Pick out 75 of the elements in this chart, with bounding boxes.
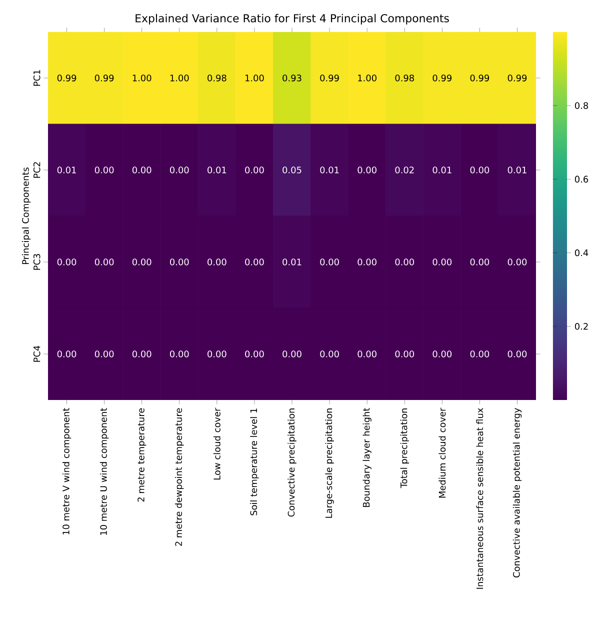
data-label: 0.93 [282, 74, 302, 82]
data-label: 1.00 [170, 74, 189, 82]
data-label: 0.99 [94, 74, 114, 82]
data-label: 0.00 [57, 350, 76, 358]
x-tick-label: 10 metre V wind component [62, 408, 72, 534]
data-label: 0.99 [432, 74, 452, 82]
data-label: 0.00 [132, 258, 152, 266]
data-label: 0.00 [94, 258, 114, 266]
y-tick-label: PC1 [33, 70, 40, 86]
x-tick-label: Soil temperature level 1 [250, 408, 259, 516]
data-label: 0.01 [432, 166, 452, 174]
data-label: 0.00 [508, 350, 527, 358]
data-label: 0.99 [470, 74, 490, 82]
data-label: 0.00 [94, 350, 114, 358]
data-label: 0.00 [320, 258, 339, 266]
chart-title: Explained Variance Ratio for First 4 Principal Components [136, 14, 449, 24]
x-tick-label: Low cloud cover [213, 408, 220, 480]
data-label: 0.99 [508, 74, 527, 82]
data-label: 0.00 [245, 258, 264, 266]
data-label: 0.00 [432, 258, 452, 266]
color-bar-label: 0.6 [574, 176, 588, 183]
data-label: 0.02 [395, 166, 414, 174]
y-tick-label: PC4 [33, 346, 40, 362]
x-tick-label: Boundary layer height [362, 408, 372, 507]
data-label: 0.00 [432, 350, 452, 358]
data-label: 0.98 [395, 74, 414, 82]
data-label: 0.00 [57, 258, 76, 266]
data-label: 0.00 [132, 350, 152, 358]
data-label: 0.00 [94, 166, 114, 174]
data-label: 0.01 [508, 166, 526, 174]
x-tick-label: Convective available potential energy [512, 408, 522, 578]
data-label: 0.05 [282, 166, 302, 174]
data-label: 0.00 [208, 258, 226, 266]
data-label: 1.00 [245, 74, 264, 82]
data-label: 0.00 [395, 350, 414, 358]
data-label: 0.00 [358, 166, 376, 174]
y-tick-label: PC2 [33, 162, 40, 178]
x-tick-label: Instantaneous surface sensible heat flux [476, 408, 484, 589]
data-label: 0.00 [470, 166, 490, 174]
data-label: 0.01 [208, 166, 226, 174]
data-label: 0.01 [57, 166, 76, 174]
data-label: 0.99 [57, 74, 76, 82]
x-tick-label: Large-scale precipitation [325, 408, 334, 518]
x-tick-label: 2 metre temperature [138, 408, 146, 502]
x-tick-label: Convective precipitation [288, 408, 296, 517]
data-label: 0.00 [245, 350, 264, 358]
x-tick-label: Total precipitation [400, 408, 409, 488]
data-label: 0.00 [282, 350, 302, 358]
color-bar-label: 0.8 [574, 102, 588, 109]
data-label: 0.01 [282, 258, 302, 266]
x-tick-label: 2 metre dewpoint temperature [175, 408, 184, 546]
data-label: 0.00 [508, 258, 527, 266]
data-label: 0.00 [470, 258, 490, 266]
data-label: 0.00 [320, 350, 339, 358]
x-tick-label: 10 metre U wind component [100, 408, 109, 535]
color-bar-label: 0.4 [574, 249, 588, 256]
data-label: 1.00 [358, 74, 376, 82]
data-label: 0.98 [208, 74, 226, 82]
data-label: 0.00 [170, 350, 189, 358]
y-tick-label: PC3 [33, 254, 40, 270]
data-label: 0.00 [170, 258, 189, 266]
data-label: 0.00 [170, 166, 189, 174]
data-label: 0.00 [208, 350, 226, 358]
data-label: 1.00 [132, 74, 152, 82]
data-label: 0.00 [395, 258, 414, 266]
data-label: 0.00 [245, 166, 264, 174]
color-bar-label: 0.2 [574, 323, 588, 330]
data-label: 0.01 [320, 166, 339, 174]
x-tick-label: Medium cloud cover [438, 408, 446, 498]
data-label: 0.00 [132, 166, 152, 174]
data-label: 0.00 [470, 350, 490, 358]
data-label: 0.00 [358, 258, 376, 266]
data-label: 0.00 [358, 350, 376, 358]
data-label: 0.99 [320, 74, 339, 82]
y-axis-title: Principal Components [22, 168, 31, 264]
